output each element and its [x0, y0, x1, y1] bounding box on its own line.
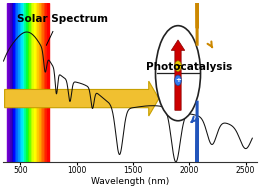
Bar [21, 3, 23, 162]
Bar [16, 3, 18, 162]
Bar [13, 3, 15, 162]
Bar [8, 3, 10, 162]
Bar [40, 3, 42, 162]
Bar [45, 3, 47, 162]
Bar [37, 3, 39, 162]
Bar [12, 3, 13, 162]
Bar [44, 3, 45, 162]
Bar [34, 3, 36, 162]
Bar [31, 3, 32, 162]
Bar [25, 3, 26, 162]
Text: +: + [175, 77, 181, 83]
Ellipse shape [175, 61, 181, 71]
Bar [32, 3, 34, 162]
Text: Photocatalysis: Photocatalysis [146, 62, 232, 72]
Bar [18, 3, 20, 162]
Ellipse shape [156, 26, 200, 121]
Bar [28, 3, 29, 162]
Ellipse shape [175, 75, 181, 86]
X-axis label: Wavelength (nm): Wavelength (nm) [91, 177, 169, 186]
Bar [20, 3, 21, 162]
FancyArrow shape [171, 40, 185, 110]
Bar [7, 3, 8, 162]
FancyArrow shape [5, 81, 159, 116]
Bar [47, 3, 49, 162]
Bar [29, 3, 31, 162]
Bar [42, 3, 44, 162]
Bar [10, 3, 12, 162]
Text: −: − [175, 63, 181, 69]
Bar [39, 3, 40, 162]
Bar [36, 3, 37, 162]
Bar [23, 3, 25, 162]
Bar [26, 3, 28, 162]
Bar [15, 3, 16, 162]
Text: Solar Spectrum: Solar Spectrum [16, 14, 108, 24]
